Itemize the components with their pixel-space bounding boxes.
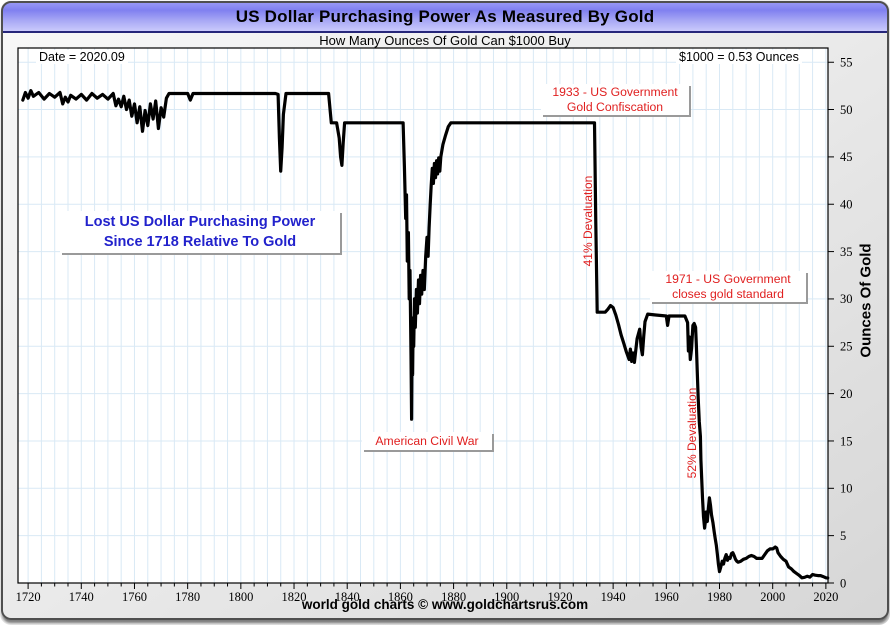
title-bar: US Dollar Purchasing Power As Measured B… [3, 2, 887, 33]
gold-standard-line1: 1971 - US Government [665, 272, 791, 286]
current-value-label: $1000 = 0.53 Ounces [676, 50, 802, 64]
confiscation-line2: Gold Confiscation [566, 99, 664, 114]
y-axis-title: Ounces Of Gold [857, 243, 875, 358]
svg-text:1780: 1780 [175, 590, 200, 604]
svg-text:1880: 1880 [441, 590, 466, 604]
svg-text:1960: 1960 [654, 590, 679, 604]
lost-power-line2: Since 1718 Relative To Gold [103, 234, 297, 250]
svg-text:1800: 1800 [228, 590, 253, 604]
svg-text:1860: 1860 [388, 590, 413, 604]
gold-standard-line2: closes gold standard [672, 286, 784, 301]
svg-text:5: 5 [840, 529, 846, 543]
svg-text:1940: 1940 [601, 590, 626, 604]
svg-text:1840: 1840 [335, 590, 360, 604]
svg-text:1980: 1980 [707, 590, 732, 604]
svg-text:55: 55 [840, 56, 853, 70]
svg-text:1900: 1900 [494, 590, 519, 604]
devaluation-41-label: 41% Devaluation [581, 175, 595, 267]
svg-text:15: 15 [840, 434, 853, 448]
svg-text:45: 45 [840, 150, 853, 164]
gold-confiscation-annotation: 1933 - US Government Gold Confiscation [541, 84, 689, 115]
svg-text:20: 20 [840, 387, 853, 401]
confiscation-line1: 1933 - US Government [552, 85, 678, 99]
svg-text:35: 35 [840, 245, 853, 259]
footer-credit: world gold charts © www.goldchartsrus.co… [301, 597, 589, 612]
svg-text:10: 10 [840, 482, 853, 496]
date-label: Date = 2020.09 [36, 50, 128, 64]
svg-text:1820: 1820 [282, 590, 307, 604]
svg-text:2000: 2000 [760, 590, 785, 604]
svg-text:40: 40 [840, 198, 853, 212]
gold-standard-annotation: 1971 - US Government closes gold standar… [650, 271, 806, 302]
devaluation-52-label: 52% Devaluation [685, 387, 699, 479]
svg-text:1720: 1720 [16, 590, 41, 604]
svg-text:2020: 2020 [813, 590, 838, 604]
page-title: US Dollar Purchasing Power As Measured B… [235, 7, 655, 26]
civil-war-annotation: American Civil War [362, 432, 492, 450]
svg-text:1760: 1760 [122, 590, 147, 604]
svg-text:1920: 1920 [547, 590, 572, 604]
lost-power-line1: Lost US Dollar Purchasing Power [84, 214, 316, 230]
svg-text:30: 30 [840, 292, 853, 306]
svg-text:50: 50 [840, 103, 853, 117]
svg-text:1740: 1740 [69, 590, 94, 604]
lost-power-annotation: Lost US Dollar Purchasing Power Since 17… [60, 211, 340, 253]
chart-subtitle: How Many Ounces Of Gold Can $1000 Buy [319, 33, 571, 48]
svg-text:25: 25 [840, 340, 853, 354]
svg-text:0: 0 [840, 576, 846, 590]
